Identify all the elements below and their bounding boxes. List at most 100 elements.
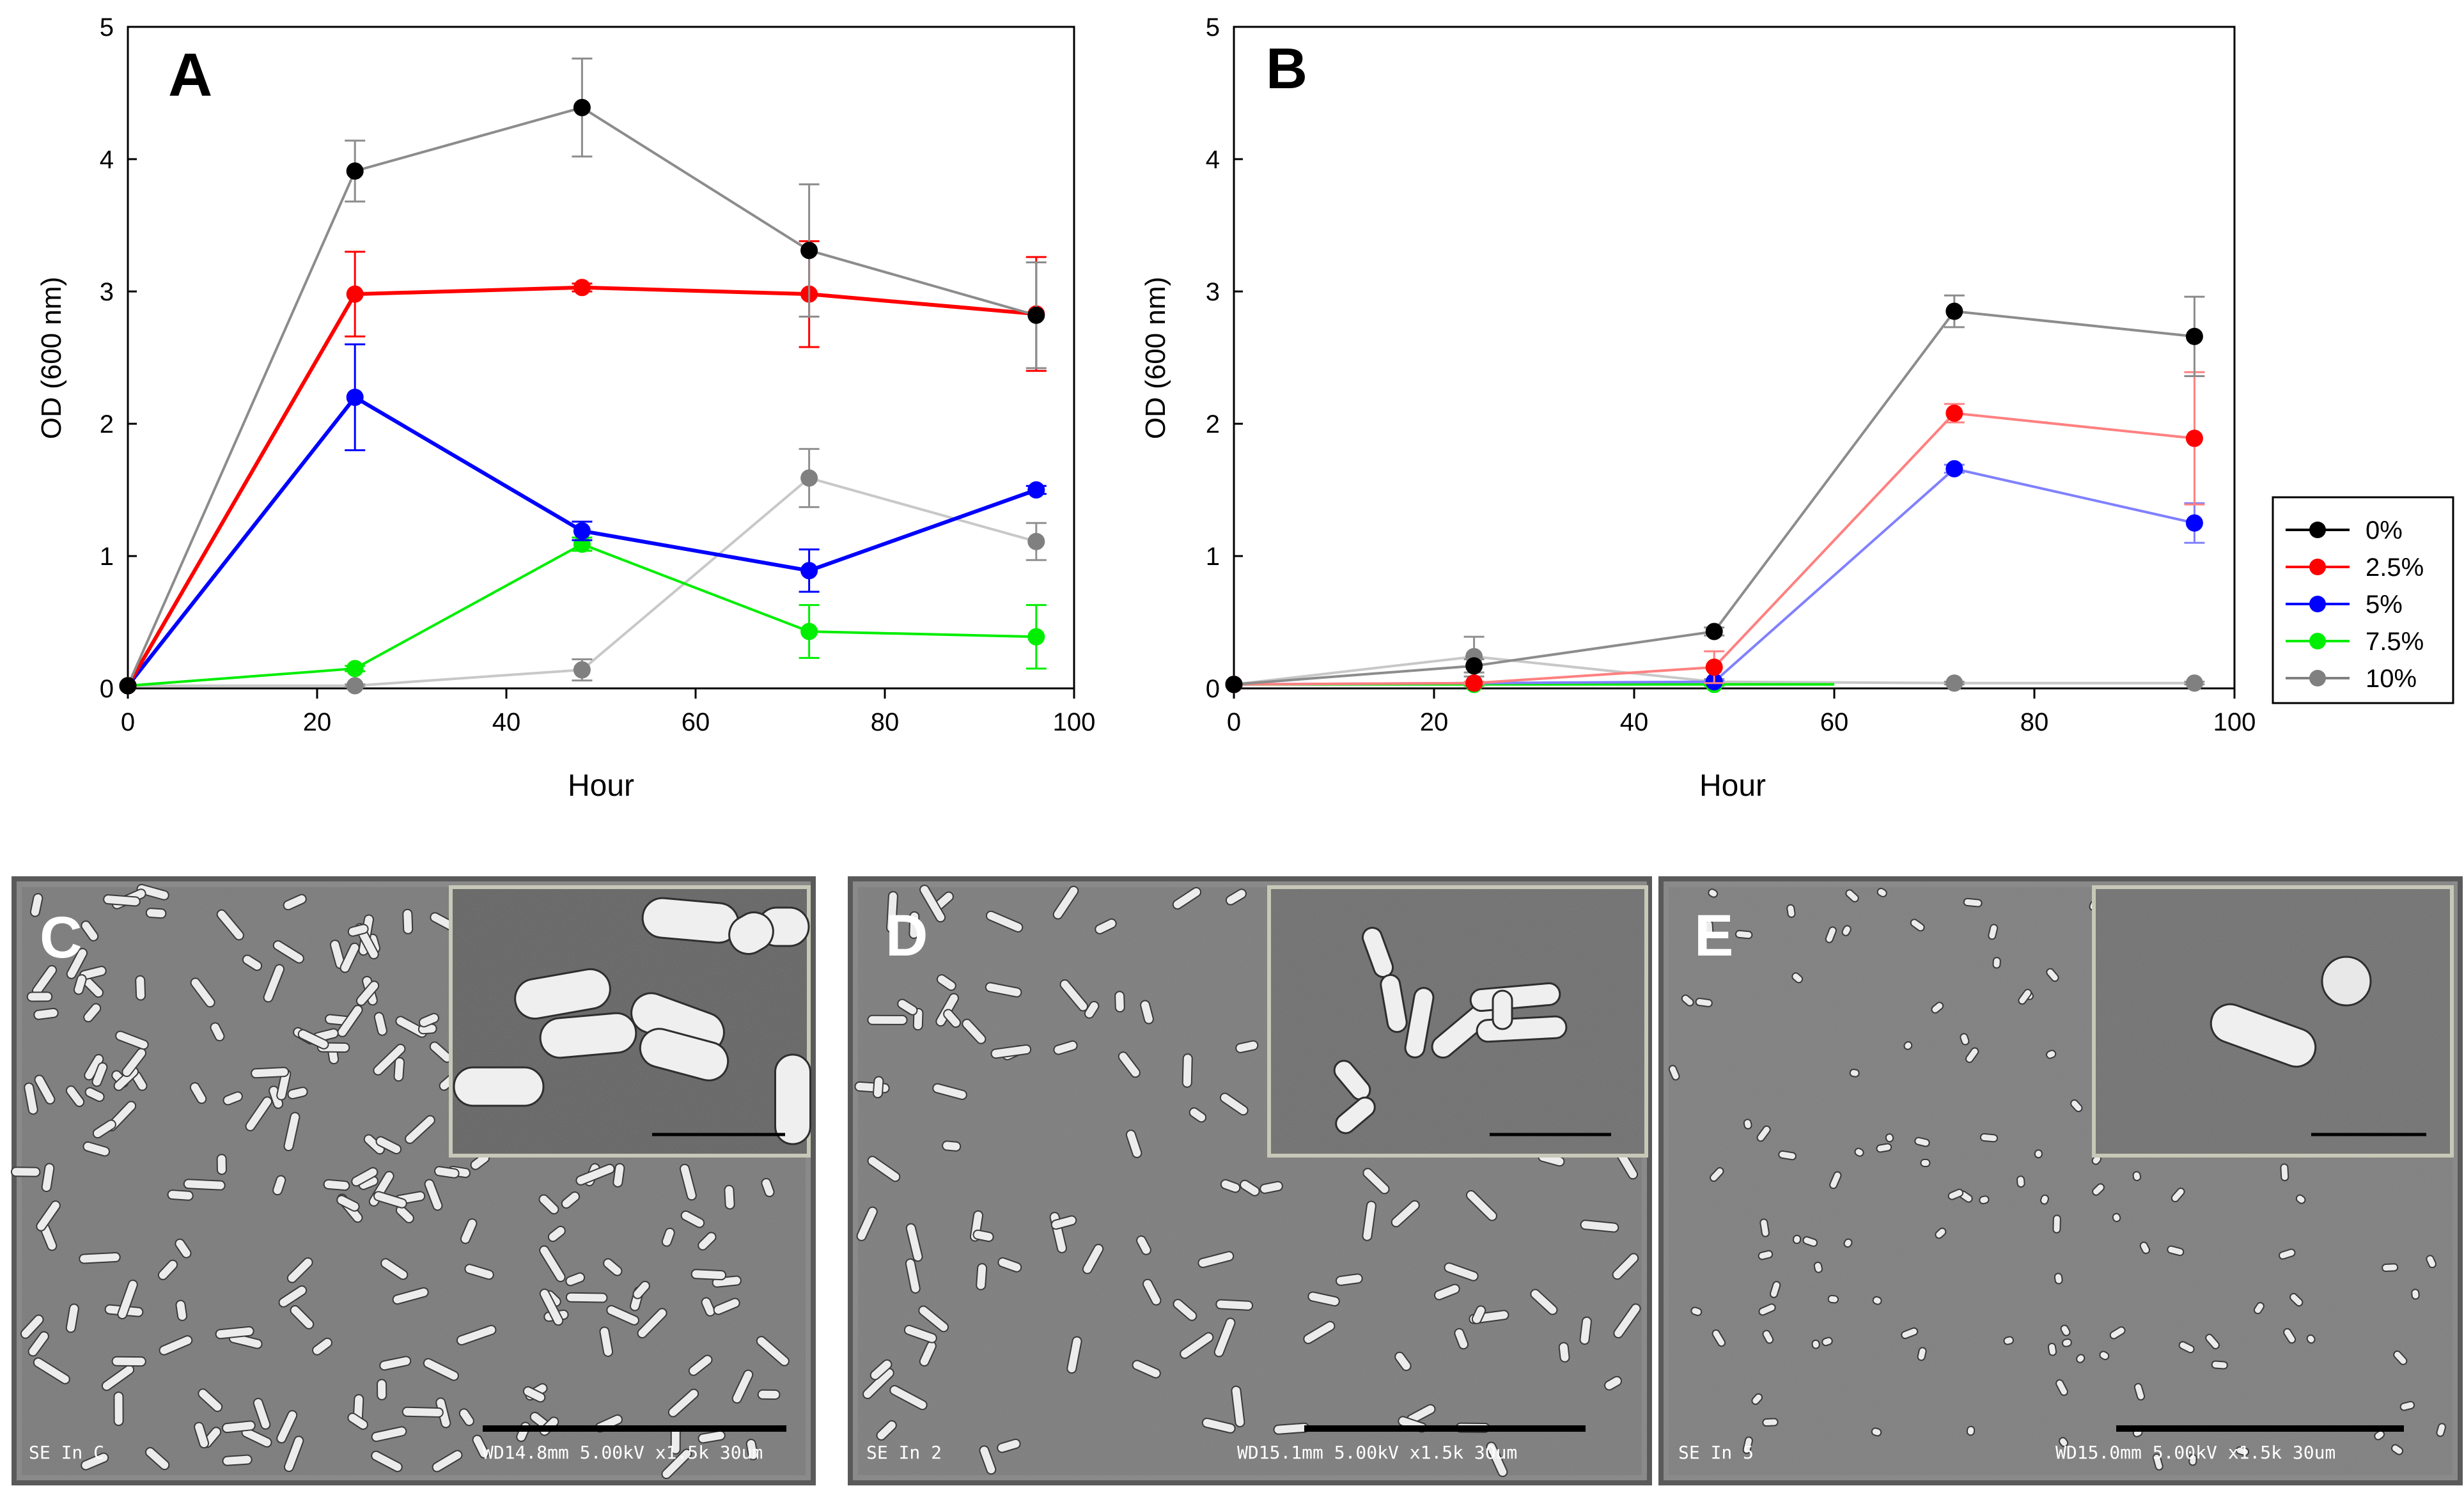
bacterium-cell [985,982,1022,998]
bacterium-cell [1132,1359,1161,1379]
bacterium-cell [65,1303,79,1333]
bacterium-cell [522,1386,546,1403]
series-5pct [119,343,1047,695]
data-point-5pct [800,562,818,580]
bacterium-cell [1240,1179,1260,1197]
bacterium-cell [458,1408,474,1427]
bacterium-cell-enlarged [1404,987,1435,1058]
bacterium-cell [867,1156,901,1182]
bacterium-cell [159,1335,193,1356]
bacterium-cell [1743,1119,1752,1130]
sem-c-label: C [40,905,82,970]
bacterium-cell [918,1305,949,1333]
bacterium-cell [29,893,43,917]
bacterium-cell [1872,1296,1882,1305]
bacterium-cell [990,1044,1032,1059]
data-point-7-5pct [800,623,818,640]
data-point-10pct [2185,674,2203,692]
data-point-5pct [2185,514,2203,532]
bacterium-cell [1220,1179,1241,1193]
bacterium-cell [1259,1181,1283,1194]
bacterium-cell [283,894,307,911]
data-point-10pct [346,677,364,695]
bacterium-cell [339,942,360,973]
bacterium-cell [565,1292,608,1303]
bacterium-cell [539,1245,566,1282]
bacterium-cell [1811,1339,1820,1349]
bacterium-cell-enlarged [1476,1015,1568,1043]
bacterium-cell [867,1014,908,1025]
bacterium-cell [113,1391,124,1427]
data-point-10pct [1027,532,1045,550]
bacterium-cell [2047,1342,2057,1356]
data-point-5pct [1945,460,1963,477]
bacterium-cell [599,1326,614,1357]
bacterium-cell [135,975,146,1001]
bacterium-cell [198,1388,223,1413]
panel-a-plot-area [127,26,1075,690]
data-point-10pct [800,469,818,487]
bacterium-cell [1708,888,1719,898]
legend-label: 2.5% [2366,554,2424,582]
bacterium-cell [375,1136,402,1154]
bacterium-cell [1053,1040,1078,1055]
bacterium-cell [2171,1187,2185,1203]
bacterium-cell [73,974,87,995]
bacterium-cell [2046,1050,2057,1059]
bacterium-cell [283,1112,300,1152]
bacterium-cell [979,1445,997,1475]
bacterium-cell [698,1430,726,1444]
sem-e-footer-left: SE In 5 [1678,1442,1754,1463]
bacterium-cell [1213,1317,1236,1358]
bacterium-cell [976,1263,988,1290]
bacterium-cell [2055,1379,2068,1396]
bacterium-cell [115,1030,149,1050]
data-point-0pct [1027,306,1045,324]
bacterium-cell [731,1369,754,1404]
bacterium-cell [1125,1129,1142,1158]
bacterium-cell [1769,1281,1781,1298]
bacterium-cell [713,1297,740,1315]
bacterium-cell [1786,904,1796,918]
panel-a-chart: A 0 1 2 3 4 5 0 20 40 60 80 100 Hour OD (600 nm) [36,13,1095,803]
bacterium-cell [1821,1336,1833,1347]
bacterium-cell [1792,1234,1802,1244]
bacterium-cell [905,1223,923,1262]
bacterium-cell [297,1029,329,1050]
bacterium-cell [41,1163,55,1193]
bacterium-cell [873,1076,884,1099]
bacterium-cell [434,1166,460,1179]
bacterium-cell [1471,1305,1486,1324]
bacterium-cell [1920,1158,1931,1168]
bacterium-cell [2278,1248,2296,1260]
data-point-2-5pct [1945,404,1963,422]
bacterium-cell [1394,1351,1412,1372]
bacterium-cell [221,1420,256,1434]
legend-swatch-marker [2309,596,2326,612]
bacterium-cell-coccoid [2321,956,2372,1007]
panel-a-y-tick-label: 1 [100,543,114,571]
panel-b-x-tick-label: 40 [1620,708,1649,736]
bacterium-cell [1802,1236,1818,1247]
bacterium-cell [1180,1332,1214,1359]
bacterium-cell [943,1009,962,1028]
bacterium-cell [854,1081,890,1094]
bacterium-cell [1604,1375,1622,1391]
bacterium-cell [2306,1334,2316,1344]
panel-a-y-tick-label: 4 [100,146,114,174]
bacterium-cell [2382,1263,2399,1272]
bacterium-cell [82,1141,110,1157]
bacterium-cell [2052,1214,2061,1234]
bacterium-cell [1668,1065,1680,1081]
bacterium-cell [1189,1107,1207,1123]
sem-c-footer-right: WD14.8mm 5.00kV x1.5k 30um [483,1442,763,1463]
bacterium-cell [1082,1243,1104,1274]
bacterium-cell [189,1082,207,1104]
bacterium-cell [157,1259,178,1280]
bacterium-cell [1762,1329,1774,1344]
panel-a-x-tick-label: 100 [1053,708,1096,736]
bacterium-cell [373,1012,387,1036]
bacterium-cell [889,1384,928,1411]
bacterium-cell [65,1085,85,1107]
panel-a-y-axis-title: OD (600 nm) [36,277,67,439]
